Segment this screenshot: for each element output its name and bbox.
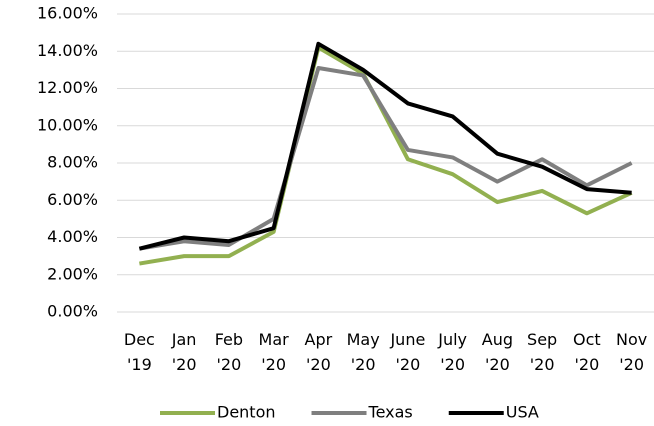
x-tick-label: May '20: [347, 330, 380, 374]
y-tick-label: 4.00%: [47, 227, 98, 246]
y-tick-label: 2.00%: [47, 264, 98, 283]
y-tick-label: 16.00%: [37, 4, 98, 23]
x-tick-label: Nov '20: [616, 330, 647, 374]
y-tick-label: 0.00%: [47, 302, 98, 321]
y-tick-label: 10.00%: [37, 115, 98, 134]
y-tick-label: 14.00%: [37, 41, 98, 60]
series-line: [139, 66, 633, 251]
x-tick-label: Apr '20: [305, 330, 333, 374]
x-tick-label: July '20: [437, 330, 467, 374]
x-tick-label: Aug '20: [482, 330, 513, 374]
x-tick-label: Jan '20: [171, 330, 197, 374]
x-tick-label: Sep '20: [527, 330, 557, 374]
x-tick-label: Mar '20: [259, 330, 290, 374]
y-tick-label: 6.00%: [47, 190, 98, 209]
series-line: [139, 45, 633, 266]
y-tick-label: 8.00%: [47, 153, 98, 172]
legend-label: USA: [506, 403, 539, 422]
x-tick-label: June '20: [389, 330, 425, 374]
legend-label: Texas: [368, 403, 413, 422]
x-tick-label: Dec '19: [124, 330, 155, 374]
legend-label: Denton: [217, 403, 276, 422]
y-tick-label: 12.00%: [37, 78, 98, 97]
x-tick-label: Oct '20: [573, 330, 601, 374]
series-line: [138, 41, 632, 251]
x-tick-label: Feb '20: [215, 330, 243, 374]
